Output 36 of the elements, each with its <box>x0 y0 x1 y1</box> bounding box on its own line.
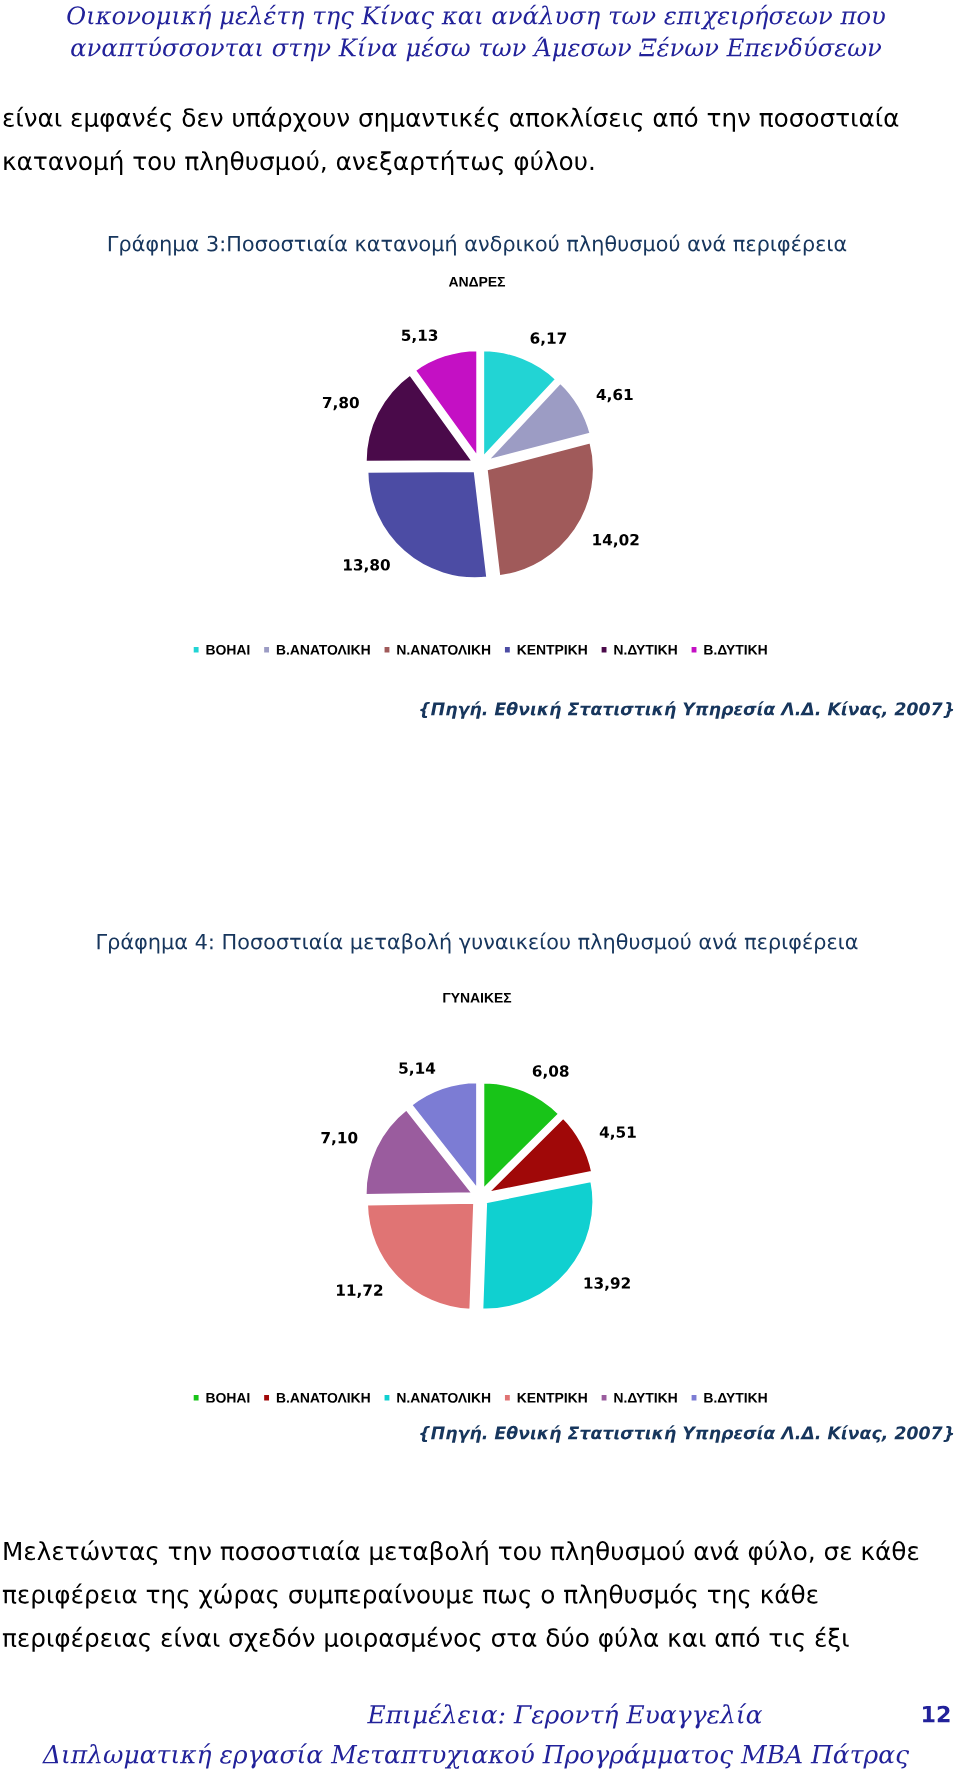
chart-subtitle: ΑΝΔΡΕΣ <box>448 277 506 287</box>
legend-label: Β.ΔΥΤΙΚΗ <box>704 645 767 655</box>
legend-label: ΒΟΗΑΙ <box>206 1392 250 1403</box>
legend-label: ΒΟΗΑΙ <box>206 644 250 655</box>
data-label: 5,13 <box>401 329 438 343</box>
legend-label: ΚΕΝΤΡΙΚΗ <box>517 645 587 655</box>
legend-label: Β.ΑΝΑΤΟΛΙΚΗ <box>276 1392 370 1403</box>
legend-label: Β.ΔΥΤΙΚΗ <box>704 1393 767 1403</box>
text: {Πηγή. Εθνική Στατιστική Υπηρεσία Λ.Δ. Κίνας, 2007} <box>420 1425 954 1443</box>
data-label: 7,10 <box>321 1131 358 1146</box>
data-label: 11,72 <box>337 1284 383 1298</box>
legend-label: Ν.ΑΝΑΤΟΛΙΚΗ <box>397 1392 491 1403</box>
text: είναι εμφανές δεν υπάρχουν σημαντικές αποκλίσεις από την ποσοστιαία κατανομή του πληθυσμού, ανεξαρτήτως φύλου. <box>3 106 899 176</box>
data-label: 4,51 <box>599 1126 636 1140</box>
legend-label: Ν.ΔΥΤΙΚΗ <box>614 645 677 655</box>
chart-subtitle: ΓΥΝΑΙΚΕΣ <box>443 993 512 1003</box>
text: Μελετώντας την ποσοστιαία μεταβολή του πληθυσμού ανά φύλο, σε κάθε περιφέρεια της χώρας συμπεραίνουμε πως ο πληθυσμός της κάθε περιφέρειας είναι σχεδόν μοιρασμένος στα δύο φύλα και από τις έξι <box>2 1540 919 1652</box>
legend-label: Ν.ΑΝΑΤΟΛΙΚΗ <box>397 644 491 655</box>
data-label: 6,08 <box>532 1065 569 1079</box>
data-label: 5,14 <box>399 1062 436 1076</box>
text: Διπλωματική εργασία Μεταπτυχιακού Προγράμματος ΜΒΑ Πάτρας <box>42 1743 910 1769</box>
chart-title: Γράφημα 3:Ποσοστιαία κατανομή ανδρικού πληθυσμού ανά περιφέρεια <box>108 234 847 256</box>
text: 12 <box>923 1705 950 1723</box>
chart-title: Γράφημα 4: Ποσοστιαία μεταβολή γυναικείου πληθυσμού ανά περιφέρεια <box>97 932 858 954</box>
data-label: 13,92 <box>584 1277 630 1291</box>
text: Οικονομική μελέτη της Κίνας και ανάλυση των επιχειρήσεων που αναπτύσσονται στην Κίνα μέσω των Άμεσων Ξένων Επενδύσεων <box>67 4 885 62</box>
data-label: 4,61 <box>596 388 633 403</box>
data-label: 13,80 <box>344 559 390 573</box>
text: {Πηγή. Εθνική Στατιστική Υπηρεσία Λ.Δ. Κίνας, 2007} <box>420 701 954 719</box>
data-label: 6,17 <box>530 332 567 346</box>
text: Επιμέλεια: Γεροντή Ευαγγελία <box>367 1703 763 1729</box>
legend-label: ΚΕΝΤΡΙΚΗ <box>517 1393 587 1403</box>
legend-label: Ν.ΔΥΤΙΚΗ <box>614 1393 677 1403</box>
data-label: 14,02 <box>593 533 639 548</box>
data-label: 7,80 <box>322 396 359 411</box>
legend-label: Β.ΑΝΑΤΟΛΙΚΗ <box>276 644 370 655</box>
